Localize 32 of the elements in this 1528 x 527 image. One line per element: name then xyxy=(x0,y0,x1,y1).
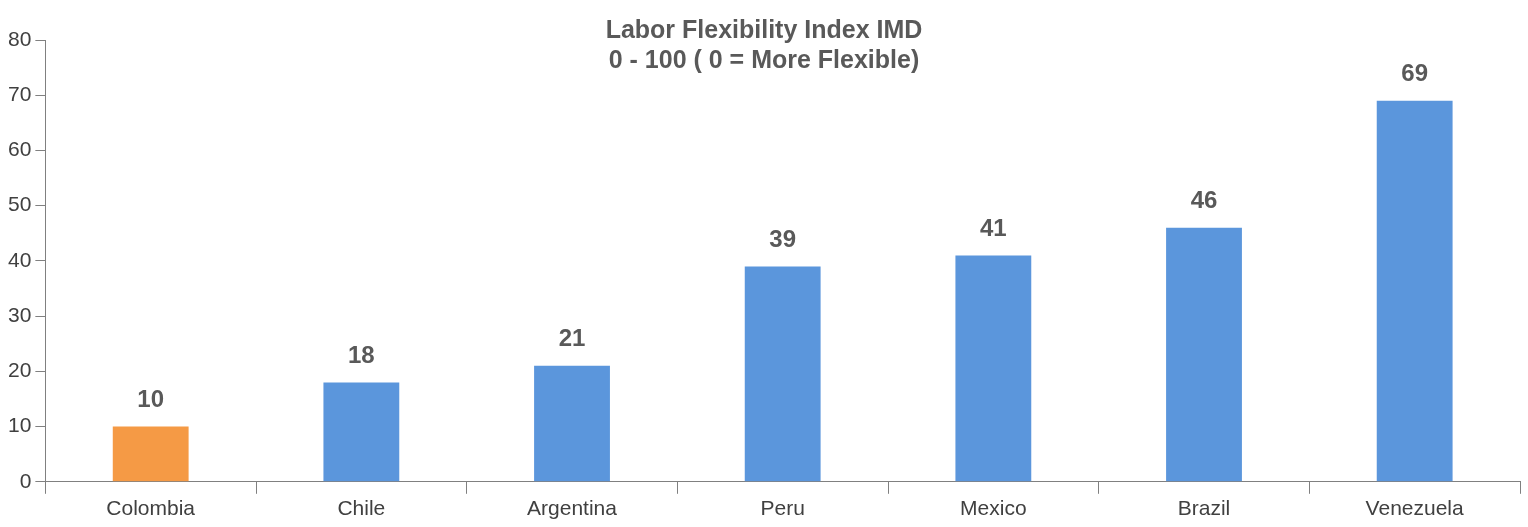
x-tick-label: Mexico xyxy=(960,496,1027,520)
bar xyxy=(955,255,1032,482)
y-tick-label: 20 xyxy=(8,358,32,382)
bar xyxy=(1166,227,1242,482)
bar xyxy=(1376,100,1453,482)
y-tick-label: 60 xyxy=(8,137,32,161)
y-tick-label: 0 xyxy=(19,468,32,492)
data-label: 46 xyxy=(1190,186,1218,214)
data-label: 69 xyxy=(1401,59,1429,87)
bar xyxy=(534,365,610,482)
chart-title: Labor Flexibility Index IMD xyxy=(605,15,923,43)
y-tick-label: 10 xyxy=(8,413,32,437)
x-tick-label: Argentina xyxy=(527,496,618,520)
bar xyxy=(112,426,189,482)
data-label: 21 xyxy=(558,324,586,352)
bar xyxy=(323,382,400,482)
y-tick-label: 70 xyxy=(8,82,32,106)
y-tick-label: 80 xyxy=(8,26,32,50)
bar xyxy=(744,266,821,482)
x-tick-label: Venezuela xyxy=(1365,496,1465,520)
data-label: 10 xyxy=(137,385,165,413)
y-tick-label: 50 xyxy=(8,192,32,216)
x-tick-label: Peru xyxy=(760,496,805,520)
data-label: 18 xyxy=(348,341,375,369)
x-tick-label: Colombia xyxy=(106,496,196,520)
data-label: 39 xyxy=(769,225,797,253)
x-tick-label: Brazil xyxy=(1177,496,1231,520)
data-label: 41 xyxy=(979,214,1007,241)
y-tick-label: 40 xyxy=(8,247,32,271)
chart-subtitle: 0 - 100 ( 0 = More Flexible) xyxy=(608,45,920,73)
x-tick-label: Chile xyxy=(337,496,386,520)
y-tick-label: 30 xyxy=(8,302,32,326)
